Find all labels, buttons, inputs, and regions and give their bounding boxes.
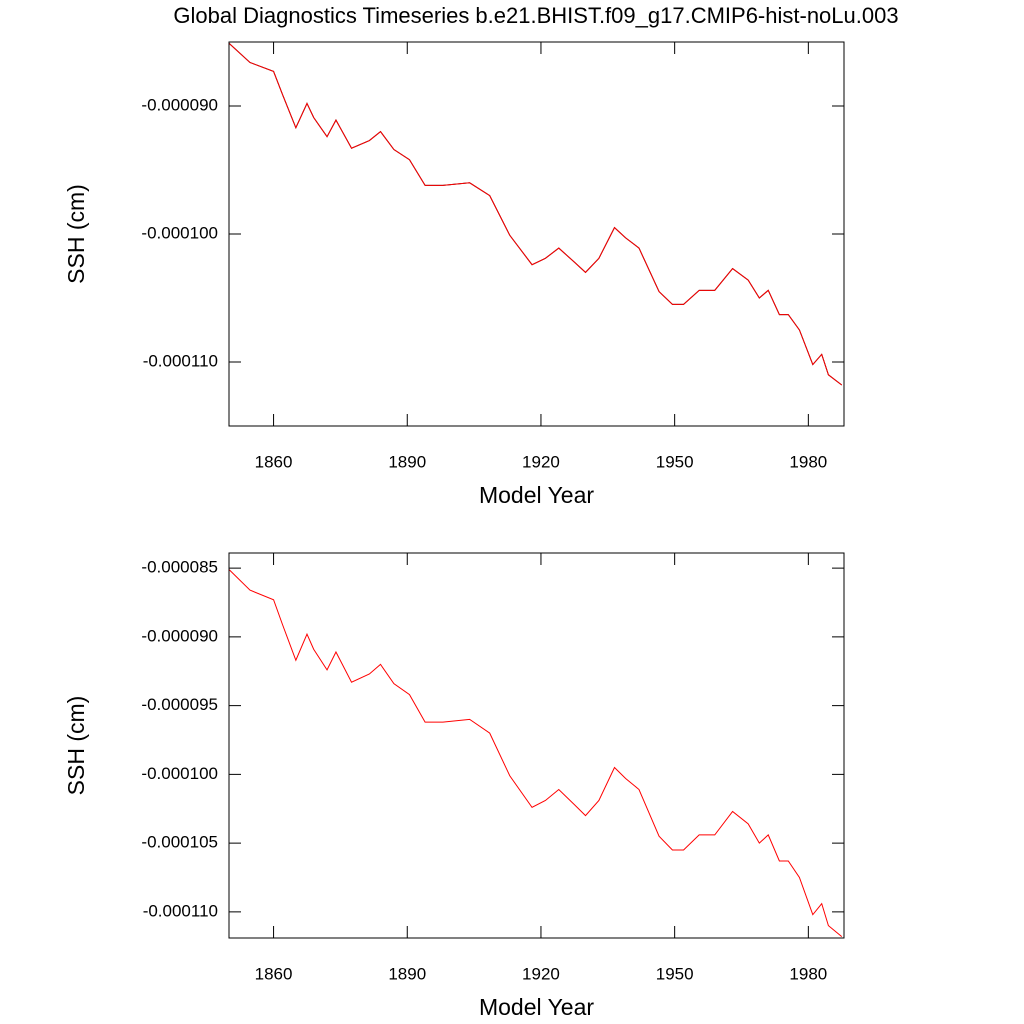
x-tick-label: 1950 [656, 964, 694, 983]
y-tick-label: -0.000090 [141, 95, 218, 114]
x-tick-label: 1920 [522, 964, 560, 983]
y-tick-label: -0.000110 [143, 901, 218, 920]
y-tick-label: -0.000100 [141, 764, 218, 783]
y-tick-label: -0.000085 [141, 558, 218, 577]
plot-frame [228, 41, 845, 427]
x-axis-label: Model Year [479, 994, 594, 1020]
y-axis-label: SSH (cm) [63, 184, 89, 284]
y-tick-label: -0.000100 [141, 223, 218, 242]
x-tick-label: 1890 [388, 964, 426, 983]
y-tick-label: -0.000105 [141, 833, 218, 852]
y-axis-label: SSH (cm) [63, 696, 89, 796]
x-tick-label: 1860 [255, 964, 293, 983]
data-line [228, 569, 843, 938]
plot-frame [228, 552, 845, 939]
y-tick-label: -0.000095 [141, 695, 218, 714]
y-tick-label: -0.000090 [141, 626, 218, 645]
data-line [228, 42, 843, 386]
x-axis-label: Model Year [479, 482, 594, 508]
x-tick-label: 1980 [789, 964, 827, 983]
y-tick-label: -0.000110 [143, 351, 218, 370]
x-tick-label: 1950 [656, 452, 694, 471]
chart-title: Global Diagnostics Timeseries b.e21.BHIS… [173, 3, 898, 28]
x-tick-label: 1920 [522, 452, 560, 471]
x-tick-label: 1980 [789, 452, 827, 471]
x-tick-label: 1860 [255, 452, 293, 471]
x-tick-label: 1890 [388, 452, 426, 471]
data-line [228, 42, 843, 386]
